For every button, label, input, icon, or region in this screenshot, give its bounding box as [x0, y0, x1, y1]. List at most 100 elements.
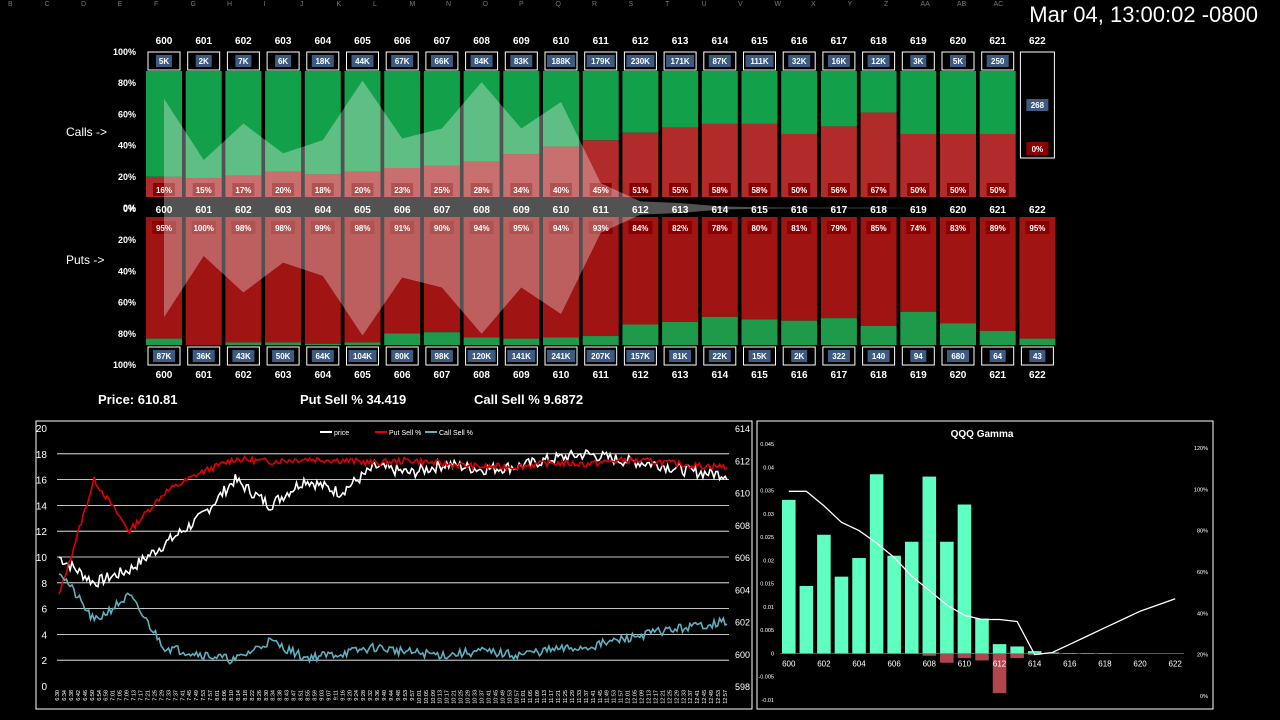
call-buy-bar: [820, 71, 857, 127]
flow-x-tick: 7:13: [132, 690, 138, 701]
gamma-y2-tick: 60%: [1197, 570, 1208, 576]
strike-label-mid: 614: [711, 205, 728, 216]
strike-label-mid: 610: [553, 205, 570, 216]
call-volume-value: 16K: [832, 57, 847, 66]
strike-label-mid: 602: [235, 205, 252, 216]
column-letter: K: [336, 1, 342, 8]
gamma-y-tick: -0.005: [758, 675, 774, 681]
put-volume-tag: [989, 350, 1006, 362]
put-volume-value: 43K: [236, 352, 251, 361]
flow-x-tick: 9:07: [326, 690, 332, 701]
put-volume-value: 22K: [712, 352, 727, 361]
flow-x-tick: 9:03: [319, 690, 325, 701]
flow-x-tick: 6:46: [83, 690, 89, 701]
put-volume-value: 241K: [551, 352, 570, 361]
call-buy-bar: [781, 71, 818, 134]
put-volume-value: 2K: [794, 352, 804, 361]
put-sell-bar: [423, 217, 460, 333]
strike-label-mid: 619: [910, 205, 927, 216]
flow-left-tick: 16: [36, 476, 48, 487]
column-letter: W: [774, 1, 782, 8]
put-sell-bar: [860, 217, 897, 326]
call-volume-value: 18K: [315, 57, 330, 66]
strike-label-top: 612: [632, 36, 649, 47]
flow-chart-frame: [35, 420, 753, 710]
flow-x-tick: 9:44: [389, 690, 395, 701]
flow-right-tick: 612: [735, 456, 750, 466]
put-volume-tag: [669, 350, 692, 362]
call-buy-bar: [503, 71, 540, 155]
flow-legend-label: Put Sell %: [389, 430, 421, 437]
put-volume-value: 104K: [353, 352, 372, 361]
put-volume-tag: [867, 350, 890, 362]
strike-label-mid: 603: [275, 205, 292, 216]
call-sell-pct-tag: [947, 183, 969, 196]
flow-x-tick: 11:21: [556, 690, 562, 703]
call-volume-value: 5K: [953, 57, 963, 66]
flow-x-tick: 9:53: [403, 690, 409, 701]
put-volume-tag: [232, 350, 255, 362]
flow-x-tick: 7:25: [152, 690, 158, 701]
put-volume-tag: [547, 350, 575, 362]
column-letter: M: [409, 1, 416, 8]
flow-x-tick: 12:41: [695, 690, 701, 704]
flow-x-tick: 7:17: [139, 690, 145, 701]
flow-legend-label: Call Sell %: [439, 430, 473, 437]
put-volume-frame: [187, 346, 221, 366]
column-letter: G: [190, 1, 196, 8]
put-volume-value: 80K: [395, 352, 410, 361]
put-volume-tag: [1029, 350, 1046, 362]
put-volume-tag: [708, 350, 731, 362]
put-sell-pct-tag: [668, 221, 693, 234]
gamma-x-tick: 618: [1098, 659, 1112, 668]
flow-x-tick: 12:13: [646, 690, 652, 704]
calls-axis-tick: 100%: [113, 47, 136, 57]
call-volume-tag: [510, 55, 533, 67]
column-letter: S: [628, 1, 634, 8]
flow-x-tick: 6:30: [55, 690, 61, 701]
flow-x-tick: 11:25: [563, 690, 569, 703]
call-volume-value: 171K: [671, 57, 690, 66]
call-sell-pct: 20%: [354, 186, 370, 195]
put-volume-tag: [467, 350, 496, 362]
put-volume-tag: [626, 350, 655, 362]
puts-axis-tick: 80%: [118, 329, 136, 339]
gamma-frame: [756, 420, 1214, 710]
put-volume-frame: [385, 346, 419, 366]
call-volume-value: 12K: [871, 57, 886, 66]
call-volume-tag: [275, 55, 292, 67]
flow-x-tick: 8:34: [271, 690, 277, 701]
put-sell-bar: [185, 217, 222, 345]
gamma-title: QQQ Gamma: [951, 429, 1014, 440]
strike-label-bottom: 619: [910, 370, 927, 381]
call-outline-box: [1019, 51, 1055, 159]
call-sell-pct: 34%: [513, 186, 529, 195]
put-sell-pct: 94%: [474, 224, 490, 233]
strike-label-top: 617: [831, 36, 848, 47]
gamma-x-tick: 610: [958, 659, 972, 668]
put-sell-pct: 80%: [751, 224, 767, 233]
call-volume-frame: [504, 51, 538, 71]
flow-x-tick: 6:58: [104, 690, 110, 701]
put-sell-pct: 98%: [235, 224, 251, 233]
call-sell-pct: 58%: [751, 186, 767, 195]
put-sell-bar: [662, 217, 699, 322]
flow-x-tick: 12:45: [702, 690, 708, 704]
gamma-x-tick: 608: [923, 659, 937, 668]
flow-right-tick: 606: [735, 553, 750, 563]
call-sell-pct: 50%: [791, 186, 807, 195]
put-sell-pct: 95%: [1029, 224, 1045, 233]
strike-label-bottom: 609: [513, 370, 530, 381]
flow-x-tick: 8:30: [264, 690, 270, 701]
call-volume-tag: [470, 55, 493, 67]
strike-label-bottom: 601: [195, 370, 212, 381]
gamma-y-tick: 0.04: [763, 465, 774, 471]
strike-label-top: 601: [195, 36, 212, 47]
strike-label-top: 611: [593, 36, 610, 47]
put-volume-value: 64K: [315, 352, 330, 361]
flow-x-tick: 11:53: [612, 690, 618, 703]
call-volume-value: 5K: [159, 57, 169, 66]
puts-axis-tick: 0%: [123, 204, 136, 214]
flow-x-tick: 7:21: [145, 690, 151, 701]
flow-x-tick: 10:45: [493, 690, 499, 704]
